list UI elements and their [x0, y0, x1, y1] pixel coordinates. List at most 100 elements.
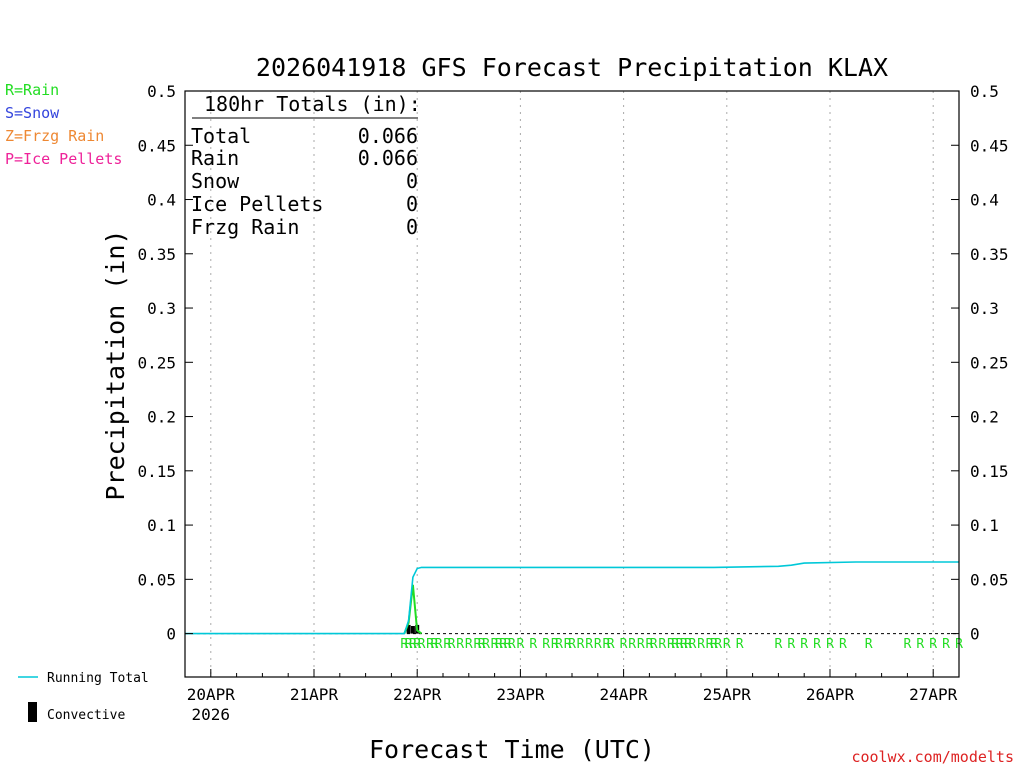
- ptype-marker: R: [671, 637, 679, 652]
- ptype-marker: R: [585, 637, 593, 652]
- x-tick-label: 22APR: [393, 685, 442, 704]
- ptype-marker: R: [473, 637, 481, 652]
- y-tick-label-right: 0.3: [970, 299, 999, 318]
- ptype-marker: R: [839, 637, 847, 652]
- x-tick-label: 21APR: [290, 685, 339, 704]
- y-tick-label-left: 0.15: [137, 462, 176, 481]
- y-tick-label-right: 0.45: [970, 136, 1009, 155]
- x-tick-label: 23APR: [496, 685, 545, 704]
- y-tick-label-left: 0.3: [147, 299, 176, 318]
- ptype-marker: R: [650, 637, 658, 652]
- chart-title: 2026041918 GFS Forecast Precipitation KL…: [256, 53, 888, 82]
- y-tick-label-right: 0.35: [970, 245, 1009, 264]
- y-tick-label-right: 0.1: [970, 516, 999, 535]
- ptype-marker: R: [594, 637, 602, 652]
- convective-swatch: [28, 702, 37, 722]
- ptype-marker: R: [658, 637, 666, 652]
- ptype-marker: R: [564, 637, 572, 652]
- y-tick-label-right: 0.05: [970, 570, 1009, 589]
- y-tick-label-left: 0.5: [147, 82, 176, 101]
- ptype-marker: R: [448, 637, 456, 652]
- x-tick-label: 20APR: [187, 685, 236, 704]
- ptype-marker: R: [508, 637, 516, 652]
- ptype-marker: R: [602, 637, 610, 652]
- x-tick-label: 27APR: [909, 685, 958, 704]
- totals-box: 180hr Totals (in): Total 0.066 Rain 0.06…: [191, 92, 421, 239]
- y-tick-label-right: 0.25: [970, 353, 1009, 372]
- ptype-marker: R: [676, 637, 684, 652]
- ptype-marker: R: [723, 637, 731, 652]
- ptype-marker: R: [555, 637, 563, 652]
- ptype-marker: R: [405, 637, 413, 652]
- vertical-grid: [210, 91, 934, 677]
- ptype-marker: R: [607, 637, 615, 652]
- ptype-marker: R: [787, 637, 795, 652]
- y-tick-label-right: 0.2: [970, 408, 999, 427]
- y-tick-label-left: 0.1: [147, 516, 176, 535]
- ptype-marker: R: [645, 637, 653, 652]
- totals-ice-pellets-value: 0: [406, 192, 418, 216]
- ptype-marker: R: [443, 637, 451, 652]
- ptype-marker: R: [542, 637, 550, 652]
- ptype-marker: R: [577, 637, 585, 652]
- ptype-marker: R: [813, 637, 821, 652]
- ptype-marker: R: [714, 637, 722, 652]
- ptype-marker: R: [482, 637, 490, 652]
- ptype-marker: R: [568, 637, 576, 652]
- ptype-marker: R: [426, 637, 434, 652]
- y-tick-label-left: 0.2: [147, 408, 176, 427]
- ptype-marker: R: [478, 637, 486, 652]
- ptype-marker: R: [710, 637, 718, 652]
- totals-snow-label: Snow: [191, 169, 240, 193]
- x-tick-label: 24APR: [600, 685, 649, 704]
- ptype-marker: R: [620, 637, 628, 652]
- credit-text: coolwx.com/modelts: [851, 748, 1014, 766]
- legend-rain: R=Rain: [5, 81, 59, 99]
- bottom-legend: Running Total Convective: [18, 671, 149, 723]
- legend-convective: Convective: [47, 708, 125, 723]
- ptype-marker: R: [516, 637, 524, 652]
- ptype-marker: R: [491, 637, 499, 652]
- totals-total-value: 0.066: [358, 124, 418, 148]
- ptype-marker: R: [706, 637, 714, 652]
- ptype-marker: R: [551, 637, 559, 652]
- ptype-marker: R: [400, 637, 408, 652]
- y-tick-label-left: 0.45: [137, 136, 176, 155]
- y-tick-label-right: 0.4: [970, 191, 999, 210]
- ptype-marker: R: [456, 637, 464, 652]
- x-tick-label: 25APR: [703, 685, 752, 704]
- y-tick-label-right: 0.5: [970, 82, 999, 101]
- y-tick-label-left: 0.4: [147, 191, 176, 210]
- y-tick-label-left: 0.05: [137, 570, 176, 589]
- ptype-marker: R: [418, 637, 426, 652]
- ptype-marker: R: [800, 637, 808, 652]
- totals-snow-value: 0: [406, 169, 418, 193]
- ptype-marker: R: [929, 637, 937, 652]
- convective-bar: [410, 625, 415, 634]
- ptype-marker: R: [688, 637, 696, 652]
- legend-running-total: Running Total: [47, 671, 149, 686]
- ptype-marker: R: [774, 637, 782, 652]
- totals-freezing-rain-value: 0: [406, 215, 418, 239]
- totals-rain-value: 0.066: [358, 146, 418, 170]
- y-tick-label-right: 0: [970, 625, 980, 644]
- ptype-marker: R: [529, 637, 537, 652]
- y-tick-label-left: 0.25: [137, 353, 176, 372]
- y-tick-label-left: 0: [166, 625, 176, 644]
- ptype-marker: R: [736, 637, 744, 652]
- totals-header: 180hr Totals (in):: [204, 92, 421, 116]
- x-axis-label: Forecast Time (UTC): [369, 735, 655, 764]
- y-tick-label-left: 0.35: [137, 245, 176, 264]
- convective-bar: [406, 624, 411, 634]
- ptype-marker: R: [697, 637, 705, 652]
- x-tick-year: 2026: [192, 705, 231, 724]
- ptype-marker: R: [430, 637, 438, 652]
- ptype-marker: R: [637, 637, 645, 652]
- ptype-marker: R: [916, 637, 924, 652]
- left-legend: R=Rain S=Snow Z=Frzg Rain P=Ice Pellets: [5, 81, 122, 168]
- ptype-marker: R: [865, 637, 873, 652]
- ptype-marker: R: [942, 637, 950, 652]
- y-axis-label: Precipitation (in): [101, 230, 130, 501]
